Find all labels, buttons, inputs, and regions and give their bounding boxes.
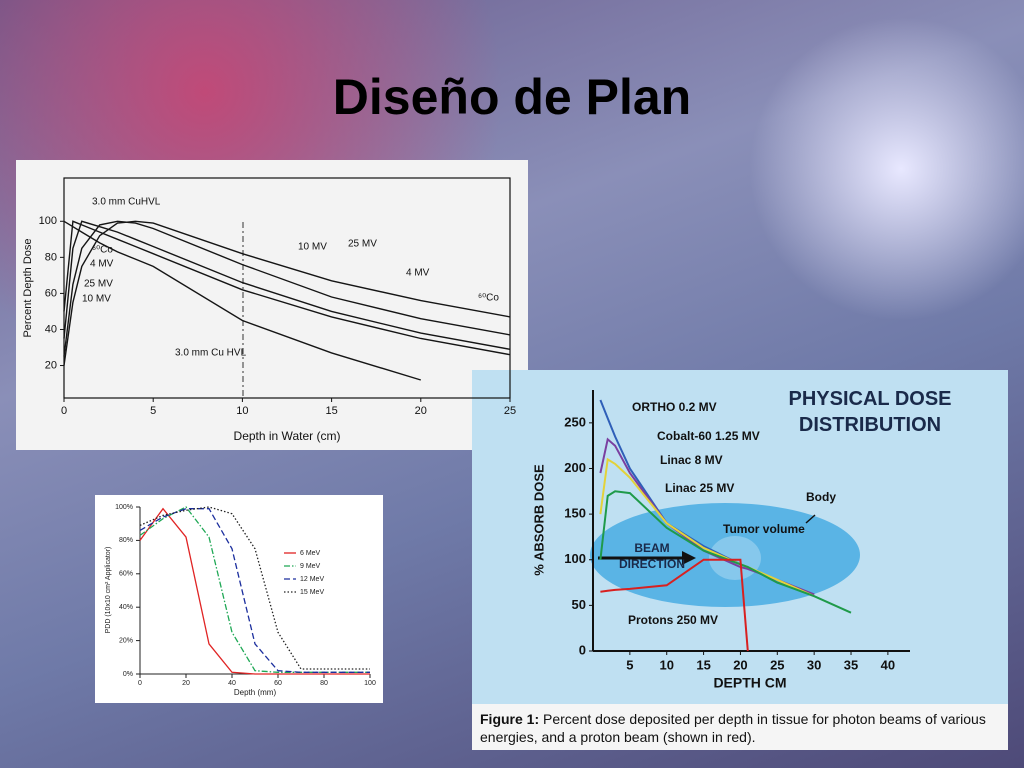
- body-pointer: [805, 514, 816, 524]
- x-axis-label: Depth (mm): [234, 688, 277, 697]
- x-tick-label: 0: [138, 680, 142, 687]
- y-tick-label: 0%: [123, 671, 133, 678]
- series-label: Cobalt-60 1.25 MV: [657, 429, 760, 443]
- x-tick-label: 80: [320, 680, 328, 687]
- y-tick-label: 150: [564, 506, 586, 521]
- slide-title: Diseño de Plan: [332, 69, 692, 125]
- y-tick-label: 60%: [119, 571, 133, 578]
- y-tick-label: 40%: [119, 604, 133, 611]
- series-label: 10 MV: [298, 242, 327, 253]
- y-tick-label: 100: [564, 551, 586, 566]
- beam-arrow-head: [682, 551, 696, 565]
- x-tick-label: 25: [504, 405, 516, 417]
- series-label: Protons 250 MV: [628, 613, 718, 627]
- legend-label: 12 MeV: [300, 576, 324, 583]
- legend-label: 6 MeV: [300, 550, 321, 557]
- x-tick-label: 60: [274, 680, 282, 687]
- y-tick-label: 80%: [119, 537, 133, 544]
- plot-frame: [63, 177, 511, 399]
- series-label: ORTHO 0.2 MV: [632, 400, 717, 414]
- annotation: Body: [806, 490, 836, 504]
- annotation: ⁶⁰Co: [92, 245, 113, 256]
- y-tick-label: 0: [579, 642, 586, 657]
- series-label: 3.0 mm Cu HVL: [175, 348, 247, 359]
- x-tick-label: 15: [696, 657, 710, 672]
- x-axis-label: Depth in Water (cm): [234, 429, 341, 443]
- series-line: [600, 558, 749, 652]
- y-tick-label: 100: [39, 215, 57, 227]
- tumor-region: [709, 536, 761, 580]
- y-tick-label: 60: [45, 287, 57, 299]
- series-line: [63, 220, 511, 357]
- annotation: 25 MV: [84, 279, 113, 290]
- x-tick-label: 5: [150, 405, 156, 417]
- caption: Figure 1: Percent dose deposited per dep…: [480, 710, 1004, 746]
- series-line: [63, 220, 422, 381]
- annotation: 10 MV: [82, 294, 111, 305]
- x-tick-label: 10: [659, 657, 673, 672]
- series-label: ⁶⁰Co: [478, 293, 499, 304]
- caption-label: Figure 1:: [480, 711, 540, 727]
- legend-label: 15 MeV: [300, 589, 324, 596]
- x-tick-label: 25: [770, 657, 784, 672]
- series-label: Linac 25 MV: [665, 481, 734, 495]
- y-tick-label: 20%: [119, 637, 133, 644]
- y-tick-label: 80: [45, 251, 57, 263]
- legend-label: 9 MeV: [300, 563, 321, 570]
- y-axis-label: Percent Depth Dose: [22, 238, 34, 337]
- caption-text: Percent dose deposited per depth in tiss…: [480, 711, 986, 745]
- y-tick-label: 100%: [115, 504, 133, 511]
- x-tick-label: 35: [844, 657, 858, 672]
- series-line: [63, 220, 511, 350]
- x-axis-label: DEPTH CM: [713, 675, 786, 691]
- series-line: [63, 220, 511, 366]
- series-line: [139, 507, 370, 675]
- x-tick-label: 20: [733, 657, 747, 672]
- series-label: 25 MV: [348, 239, 377, 250]
- x-tick-label: 10: [236, 405, 248, 417]
- y-axis-label: % ABSORB DOSE: [531, 464, 546, 576]
- chart-2-panel: [95, 495, 383, 703]
- x-tick-label: 15: [325, 405, 337, 417]
- annotation: Tumor volume: [723, 522, 805, 536]
- series-label: 4 MV: [406, 268, 430, 279]
- y-tick-label: 200: [564, 460, 586, 475]
- chart-title: PHYSICAL DOSE DISTRIBUTION: [788, 388, 952, 436]
- x-tick-label: 5: [626, 657, 633, 672]
- annotation: BEAM DIRECTION: [619, 541, 685, 571]
- series-line: [139, 508, 370, 673]
- series-line: [599, 490, 852, 614]
- series-line: [139, 506, 370, 670]
- x-tick-label: 100: [364, 680, 376, 687]
- y-tick-label: 250: [564, 414, 586, 429]
- y-tick-label: 40: [45, 323, 57, 335]
- series-label: Linac 8 MV: [660, 453, 723, 467]
- x-tick-label: 40: [228, 680, 236, 687]
- x-tick-label: 0: [61, 405, 67, 417]
- y-tick-label: 20: [45, 359, 57, 371]
- y-tick-label: 50: [572, 597, 586, 612]
- x-tick-label: 40: [881, 657, 895, 672]
- annotation: 4 MV: [90, 259, 114, 270]
- y-axis-label: PDD (10x10 cm² Applicator): [105, 547, 112, 634]
- series-line: [599, 457, 815, 598]
- x-tick-label: 20: [415, 405, 427, 417]
- annotation: 3.0 mm CuHVL: [92, 197, 161, 208]
- x-tick-label: 20: [182, 680, 190, 687]
- x-tick-label: 30: [807, 657, 821, 672]
- caption-panel: [472, 704, 1008, 750]
- series-line: [63, 220, 511, 356]
